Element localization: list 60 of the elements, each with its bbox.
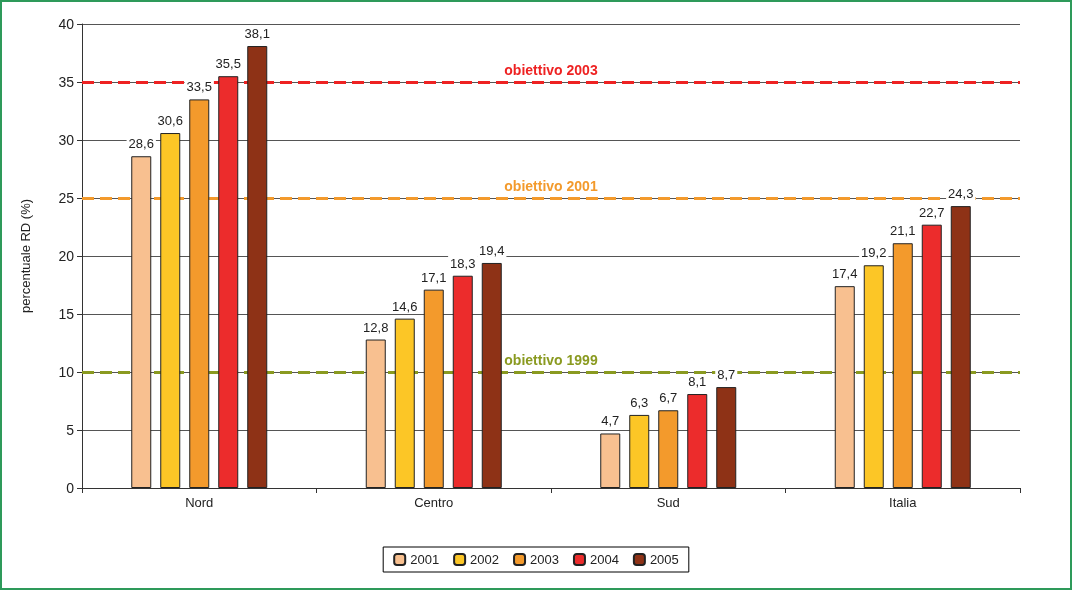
data-label: 6,3: [630, 394, 649, 410]
bar: [950, 206, 971, 488]
ref-line-label: obiettivo 2001: [504, 178, 598, 194]
bar: [716, 387, 737, 488]
bar: [365, 339, 386, 488]
legend-label: 2005: [649, 552, 679, 567]
data-label: 21,1: [890, 223, 916, 239]
y-tick-label: 30: [58, 132, 75, 148]
y-tick-label: 15: [58, 306, 75, 322]
bar: [131, 156, 152, 488]
bar: [423, 289, 444, 488]
data-label: 30,6: [157, 113, 183, 129]
data-label: 28,6: [128, 136, 154, 152]
data-label: 19,4: [479, 242, 505, 258]
legend-label: 2004: [589, 552, 619, 567]
legend-label: 2001: [410, 552, 440, 567]
data-label: 4,7: [601, 413, 620, 429]
y-tick-label: 5: [66, 422, 75, 438]
y-tick-label: 35: [58, 74, 75, 90]
ref-line-label: obiettivo 1999: [504, 352, 598, 368]
data-label: 38,1: [244, 26, 270, 42]
y-tick-label: 25: [58, 190, 75, 206]
data-label: 14,6: [392, 298, 418, 314]
bar: [629, 414, 650, 488]
data-label: 17,4: [832, 266, 858, 282]
x-tick-label: Nord: [185, 495, 214, 510]
bar: [600, 433, 621, 488]
bar: [247, 46, 268, 488]
legend-label: 2002: [470, 552, 500, 567]
bar: [481, 262, 502, 488]
bar: [863, 265, 884, 488]
ref-line-label: obiettivo 2003: [504, 62, 598, 78]
data-label: 24,3: [948, 186, 974, 202]
y-tick-label: 20: [58, 248, 75, 264]
bar: [658, 410, 679, 488]
data-label: 19,2: [861, 245, 887, 261]
x-tick-label: Sud: [656, 495, 680, 510]
y-axis-title: percentuale RD (%): [18, 198, 33, 314]
bar: [687, 394, 708, 488]
x-tick-label: Italia: [889, 495, 918, 510]
bar: [892, 243, 913, 488]
data-label: 12,8: [363, 319, 389, 335]
y-tick-label: 10: [58, 364, 75, 380]
data-label: 8,1: [688, 374, 707, 390]
data-label: 22,7: [919, 204, 945, 220]
x-tick-label: Centro: [414, 495, 454, 510]
data-label: 33,5: [186, 79, 212, 95]
data-label: 6,7: [659, 390, 678, 406]
bar: [160, 133, 181, 488]
data-label: 8,7: [717, 367, 736, 383]
bar: [921, 224, 942, 488]
bar: [452, 275, 473, 488]
bar: [834, 286, 855, 488]
data-label: 17,1: [421, 269, 447, 285]
data-label: 35,5: [215, 56, 241, 72]
bar: [394, 318, 415, 488]
y-tick-label: 0: [66, 480, 75, 496]
y-tick-label: 40: [58, 16, 75, 32]
data-label: 18,3: [450, 255, 476, 271]
legend-label: 2003: [530, 552, 559, 567]
